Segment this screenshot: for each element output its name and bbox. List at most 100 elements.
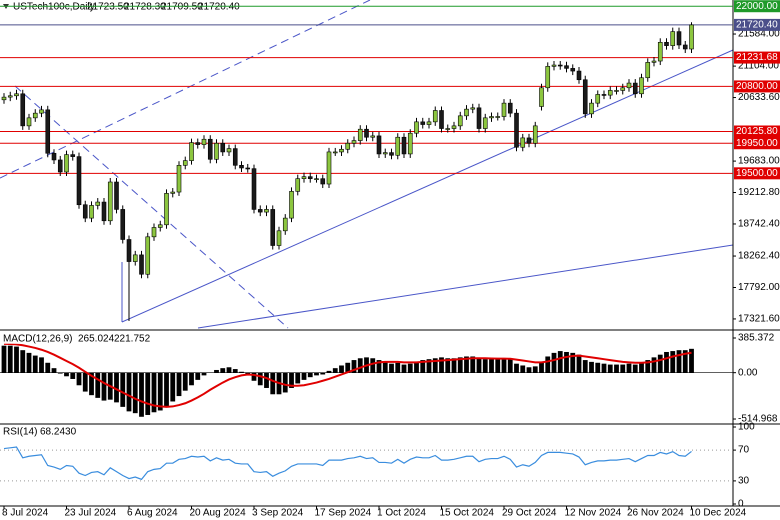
macd-bar [639,362,644,373]
macd-bar [82,372,88,392]
ohlc-readout: 21723.50 [87,2,129,13]
macd-bar [614,364,619,373]
macd-bar [214,369,219,373]
candle-body [189,142,194,161]
candle-body [570,68,576,72]
macd-bar [601,363,607,373]
macd-bar [101,372,107,401]
chart-title: USTech100c,Daily [13,2,95,13]
candle-body [226,148,232,153]
macd-bar [407,363,413,373]
candle-body [414,121,419,134]
macd-bar [39,357,44,373]
macd-bar [520,365,526,373]
macd-bar [176,372,182,397]
ohlc-readout: 21728.30 [124,2,166,13]
candle-body [389,152,394,156]
level-label-box [734,125,780,138]
macd-bar [357,358,363,373]
candle-body [626,82,632,89]
candle-body [682,44,688,50]
macd-bar [676,350,682,373]
candle-body [551,64,557,67]
x-tick-label: 1 Oct 2024 [377,508,426,519]
macd-bar [332,368,338,373]
macd-bar [632,364,638,373]
candle-body [545,66,551,89]
candle-body [495,116,501,118]
candle-body [126,239,132,262]
candle-body [95,201,101,206]
candle-body [307,176,313,179]
candle-body [345,142,351,150]
candle-body [557,64,563,67]
candle-body [339,148,344,153]
macd-bar [20,350,26,373]
macd-bar [420,360,426,373]
macd-bar [89,372,94,396]
x-tick-label: 15 Oct 2024 [440,508,495,519]
candle-body [139,254,144,275]
macd-bar [220,368,226,373]
macd-bar [151,372,157,413]
x-tick-label: 10 Dec 2024 [690,508,747,519]
macd-bar [382,361,388,373]
candle-body [351,140,357,144]
macd-bar [607,364,613,373]
candle-body [182,160,188,166]
macd-bar [514,363,519,373]
macd-bar [307,372,313,378]
macd-bar [251,372,257,381]
level-label-box [734,137,780,150]
y-tick-label: 19212.80 [738,187,780,198]
macd-bar [501,358,507,373]
x-tick-label: 17 Sep 2024 [315,508,372,519]
candle-body [70,154,76,157]
x-tick-label: 6 Aug 2024 [127,508,178,519]
macd-bar [464,356,469,373]
candle-body [395,136,401,156]
x-tick-label: 12 Nov 2024 [565,508,622,519]
candle-body [595,94,601,104]
macd-bar [76,372,82,386]
rsi-line [3,446,692,481]
candle-body [501,102,507,117]
candle-body [457,115,463,127]
candle-body [201,138,207,145]
candle-body [576,70,582,81]
macd-bar [32,355,38,373]
candle-body [289,191,294,219]
candle-body [632,82,638,95]
macd-bar [264,372,269,388]
macd-bar [164,372,169,406]
candle-body [370,135,376,138]
macd-bar [557,351,563,373]
macd-bar [532,366,538,373]
candle-body [382,152,388,155]
candle-body [176,165,182,193]
candle-body [676,31,682,46]
macd-bar [564,351,569,373]
candle-body [120,209,126,240]
candle-body [20,93,26,127]
indicator-readout: 265.024 [78,334,115,345]
candle-body [489,116,494,119]
macd-bar [589,361,594,373]
candle-body [539,87,544,107]
level-label-box [734,80,780,93]
candle-body [364,128,369,138]
candle-body [239,165,244,169]
candle-body [14,93,19,97]
level-label: 21720.40 [736,20,778,31]
level-label: 19500.00 [736,168,778,179]
candle-body [476,107,482,129]
macd-bar [339,365,344,373]
candle-body [314,178,319,180]
candle-body [170,191,176,194]
candle-body [7,95,13,98]
y-tick-label: 17792.00 [738,282,780,293]
macd-bar [539,361,544,373]
candle-body [157,224,163,228]
